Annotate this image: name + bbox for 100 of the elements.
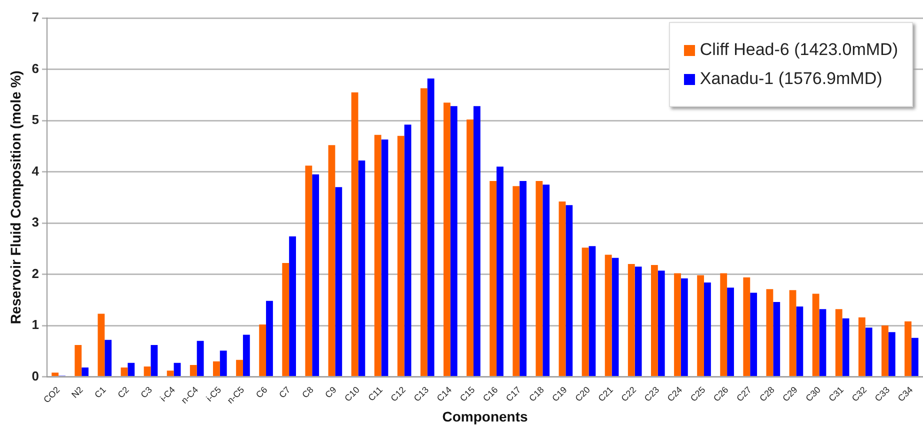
bar: [128, 362, 135, 376]
bar: [52, 372, 59, 376]
bar: [190, 364, 197, 376]
y-tick-label: 6: [32, 60, 40, 76]
x-tick-label: C22: [619, 384, 638, 404]
bar: [674, 273, 681, 376]
bar: [166, 370, 174, 376]
y-tick-label: 7: [32, 10, 40, 25]
bar: [220, 350, 227, 376]
bar: [650, 265, 658, 376]
bar: [120, 368, 128, 376]
x-tick-label: C18: [527, 384, 546, 404]
x-tick-label: C17: [504, 384, 523, 404]
bar: [150, 344, 158, 376]
legend-label: Xanadu-1 (1576.9mMD): [700, 69, 882, 89]
y-axis-title: Reservoir Fluid Composition (mole %): [7, 70, 24, 324]
bar: [289, 236, 296, 376]
bar: [658, 270, 665, 376]
bar: [266, 300, 273, 376]
x-tick-label: C12: [388, 384, 408, 404]
x-tick-label: C28: [758, 384, 776, 404]
x-tick-label: C7: [277, 384, 292, 400]
bar: [612, 258, 619, 376]
bar: [558, 201, 566, 376]
bar: [542, 184, 550, 376]
bar: [766, 289, 774, 376]
x-tick-label: C24: [665, 384, 684, 404]
bar: [904, 321, 912, 376]
x-tick-label: C8: [300, 384, 316, 400]
x-tick-label: C19: [550, 384, 569, 404]
x-tick-label: C25: [688, 384, 708, 404]
x-tick-label: C13: [412, 384, 431, 404]
bar: [213, 361, 220, 376]
bar: [634, 266, 642, 376]
bar: [743, 277, 750, 376]
bar: [351, 92, 358, 376]
bar: [536, 180, 543, 376]
bar: [305, 166, 312, 376]
bar: [727, 288, 734, 376]
bar: [397, 136, 404, 376]
bar: [312, 174, 320, 376]
legend-label: Cliff Head-6 (1423.0mMD): [700, 40, 898, 60]
bar: [259, 324, 266, 376]
x-tick-label: C30: [804, 384, 822, 404]
bar: [144, 366, 151, 376]
bar: [496, 166, 504, 376]
bar: [420, 88, 428, 376]
y-tick-label: 2: [32, 266, 40, 281]
bar: [104, 340, 112, 376]
bar: [566, 205, 573, 376]
x-tick-label: C34: [896, 384, 915, 404]
x-tick-label: C21: [596, 384, 615, 404]
x-tick-label: C2: [116, 384, 131, 400]
x-tick-label: i-C5: [204, 384, 224, 404]
y-tick-label: 5: [32, 112, 40, 128]
bar: [236, 360, 243, 376]
x-tick-label: C3: [138, 384, 154, 400]
bar: [750, 292, 758, 376]
x-tick-label: N2: [70, 384, 85, 400]
x-tick-label: C33: [872, 384, 892, 404]
bar: [374, 134, 382, 376]
bar: [882, 326, 888, 376]
bar: [358, 160, 366, 376]
x-tick-label: i-C4: [158, 384, 177, 404]
y-tick-label: 4: [32, 163, 40, 178]
bar: [174, 362, 181, 376]
x-tick-label: C14: [434, 384, 454, 404]
bar: [473, 106, 480, 376]
x-tick-label: C31: [826, 384, 846, 404]
x-tick-label: CO2: [42, 384, 62, 405]
bar: [404, 124, 412, 376]
y-tick-label: 1: [32, 317, 40, 332]
bar: [888, 332, 896, 376]
bar: [819, 309, 826, 376]
bar: [582, 248, 589, 376]
x-tick-label: C20: [573, 384, 592, 404]
bar: [680, 278, 688, 376]
bar: [450, 106, 458, 376]
bar: [512, 186, 520, 376]
x-tick-label: C26: [711, 384, 730, 404]
bar: [82, 368, 89, 376]
bar: [98, 314, 105, 376]
bar: [858, 317, 866, 376]
x-tick-label: C6: [254, 384, 270, 400]
bar: [242, 334, 250, 376]
bar: [466, 119, 474, 376]
bar: [328, 145, 336, 376]
x-tick-label: C23: [642, 384, 662, 404]
x-tick-label: C1: [92, 384, 108, 400]
bar: [628, 264, 635, 376]
bar: [588, 246, 596, 376]
bar: [381, 139, 388, 376]
y-tick-label: 0: [32, 368, 40, 384]
x-tick-label: C11: [366, 384, 384, 403]
bar: [697, 275, 704, 376]
y-tick-label: 3: [32, 214, 40, 230]
bar: [911, 338, 918, 376]
bar: [835, 309, 842, 376]
bar: [604, 254, 612, 376]
x-tick-label: C9: [323, 384, 338, 400]
